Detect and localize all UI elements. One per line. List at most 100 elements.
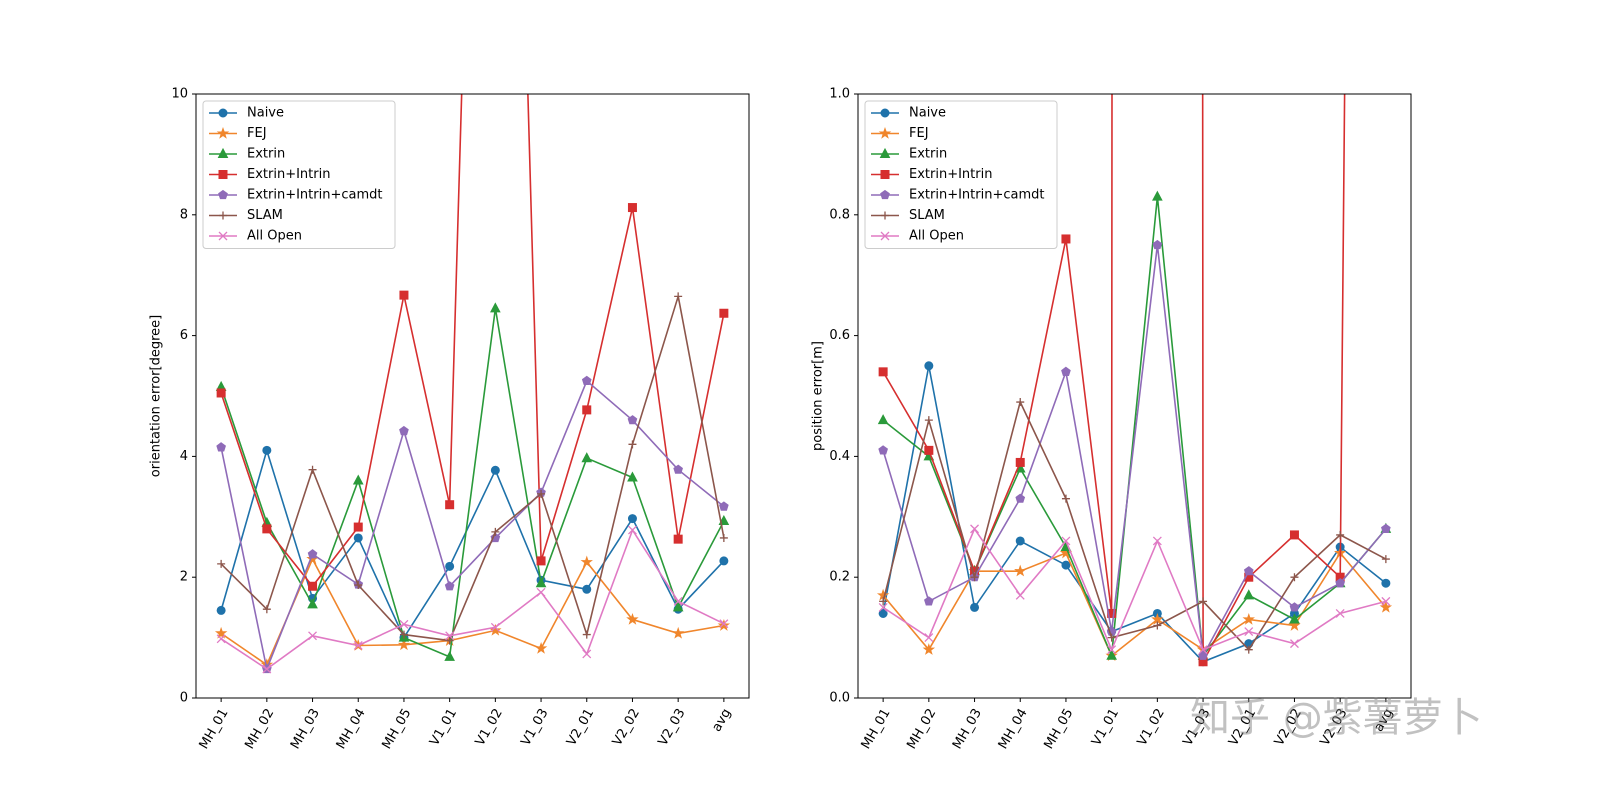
legend-label: Naive [247, 106, 284, 121]
marker [1290, 573, 1299, 582]
marker [1061, 494, 1070, 503]
marker [1014, 564, 1027, 577]
series-line [220, 308, 725, 659]
legend-marker [218, 108, 228, 118]
legend-marker [880, 231, 890, 241]
series-line [882, 399, 1387, 651]
legend-label: FEJ [909, 126, 929, 141]
series-line [220, 528, 725, 670]
plot-area [876, 94, 1393, 667]
series-line [882, 527, 1387, 652]
marker [582, 649, 592, 659]
marker [922, 643, 936, 655]
marker [216, 126, 230, 139]
series-line [882, 244, 1387, 659]
marker [444, 581, 455, 591]
marker [626, 612, 639, 625]
y-tick-label: 0 [180, 691, 188, 706]
y-axis-label: orientation error[degree] [149, 315, 164, 477]
marker [352, 474, 364, 485]
marker [1289, 602, 1300, 612]
marker [445, 500, 455, 510]
marker [719, 556, 729, 566]
marker [880, 189, 890, 200]
marker [219, 211, 227, 220]
marker [308, 465, 317, 474]
marker [354, 581, 363, 590]
y-tick-label: 0.0 [829, 691, 850, 706]
marker [1290, 639, 1299, 649]
marker [536, 556, 546, 566]
marker [627, 514, 637, 524]
marker [218, 170, 228, 179]
marker [924, 596, 934, 606]
marker [1335, 608, 1345, 618]
marker [307, 549, 318, 559]
marker [582, 584, 592, 594]
series-line [220, 296, 725, 642]
marker [1152, 239, 1163, 250]
marker [1015, 536, 1025, 546]
marker [881, 211, 889, 220]
legend-marker [878, 126, 892, 139]
marker [216, 442, 226, 452]
marker [1061, 560, 1071, 570]
marker [1061, 366, 1071, 376]
marker [534, 641, 548, 654]
marker [719, 619, 729, 629]
marker [1379, 600, 1393, 613]
marker [214, 626, 228, 639]
marker [308, 631, 318, 641]
legend-marker [880, 170, 890, 179]
marker [924, 361, 934, 371]
marker [628, 440, 637, 449]
marker [399, 290, 409, 300]
legend-label: All Open [247, 229, 302, 244]
watermark: 知乎 @紫薯萝卜 [1190, 695, 1483, 741]
x-tick-label: V2_03 [656, 706, 689, 748]
marker [719, 533, 728, 542]
marker [878, 126, 892, 139]
legend-marker [879, 147, 891, 158]
marker [880, 231, 890, 241]
series-line [882, 196, 1387, 658]
marker [1061, 536, 1071, 546]
marker [1244, 645, 1253, 654]
marker [673, 534, 683, 544]
marker [878, 367, 888, 377]
marker [307, 598, 318, 609]
y-tick-label: 0.2 [829, 570, 850, 585]
marker [1015, 590, 1025, 600]
y-tick-label: 6 [180, 328, 188, 343]
marker [674, 292, 683, 301]
marker [218, 108, 228, 118]
marker [490, 302, 501, 313]
marker [878, 608, 888, 618]
y-tick-label: 2 [180, 570, 188, 585]
marker [262, 605, 271, 614]
marker [445, 561, 455, 571]
x-tick-label: V2_02 [610, 706, 643, 748]
marker [1242, 612, 1255, 625]
x-tick-label: MH_01 [197, 706, 232, 752]
marker [537, 489, 546, 498]
marker [671, 626, 685, 639]
marker [672, 601, 684, 612]
legend-label: Extrin [909, 147, 947, 162]
x-tick-label: MH_04 [334, 706, 369, 752]
marker [445, 636, 454, 645]
marker [490, 622, 500, 632]
marker [717, 618, 731, 631]
marker [353, 522, 363, 532]
legend-label: SLAM [247, 208, 283, 223]
marker [217, 147, 229, 158]
legend-label: Naive [909, 106, 946, 121]
marker [444, 650, 455, 661]
marker [673, 464, 683, 474]
legend-marker [219, 211, 227, 220]
marker [924, 445, 934, 455]
marker [1289, 530, 1299, 540]
y-tick-label: 8 [180, 207, 188, 222]
marker [1153, 621, 1162, 630]
x-tick-label: V2_01 [564, 706, 597, 748]
